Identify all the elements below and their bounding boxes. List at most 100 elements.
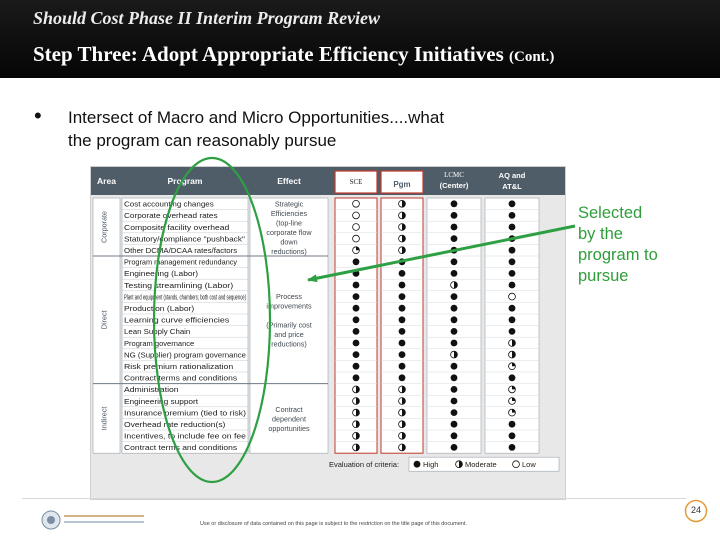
rating-high-icon [398,362,406,370]
rating-high-icon [508,270,516,277]
legend-box [408,456,560,472]
rating-high-icon [352,281,360,289]
rating-high-icon [352,351,360,358]
rating-high-icon [398,293,406,300]
rating-high-icon [508,223,516,231]
rating-high-icon [508,328,516,335]
effect-label: (Primarily cost [266,321,312,330]
rating-high-icon [450,212,458,219]
rating-moderate-fill [402,444,406,451]
rating-moderate-fill [512,351,516,358]
bullet-line-2: the program can reasonably pursue [68,131,337,150]
rating-quarter-fill [512,397,516,401]
program-row-label: Program governance [124,339,194,348]
effect-label: corporate flow [266,228,312,237]
rating-high-icon [352,339,360,347]
program-row-label: Other DCMA/DCAA rates/factors [124,246,238,255]
callout-text: Selected by the program to pursue [578,203,688,287]
rating-high-icon [450,316,458,324]
rating-moderate-fill [356,386,360,393]
rating-high-icon [398,351,406,358]
rating-high-icon [398,374,406,382]
rating-high-icon [508,316,516,324]
callout-line: program to [578,246,658,264]
rating-moderate-fill [402,397,406,405]
opportunity-matrix-figure: Area Program Effect SCE Pgm LCMC (Center) AQ an… [90,166,566,500]
rating-low-icon [352,223,360,231]
effect-label: (top-line [276,218,302,227]
rating-high-icon [508,432,516,440]
rating-moderate-fill [356,397,360,405]
legend-low-icon [512,460,520,469]
program-row-label: NG (Supplier) program governance [124,350,246,359]
rating-high-icon [508,235,516,242]
rating-high-icon [398,328,406,335]
rating-high-icon [508,304,516,312]
rating-high-icon [450,444,458,451]
rating-high-icon [450,258,458,266]
effect-label: Process [276,292,302,301]
program-row-label: Testing streamlining (Labor) [124,281,233,290]
header-lcmc-center: (Center) [440,181,469,190]
rating-moderate-fill [356,444,360,451]
footer-logo [40,509,150,531]
rating-moderate-fill [402,212,406,219]
rating-high-icon [398,258,406,266]
program-row-label: Learning curve efficiencies [124,316,230,325]
rating-high-icon [508,258,516,266]
rating-high-icon [352,293,360,300]
rating-quarter-fill [512,362,516,367]
rating-high-icon [508,281,516,289]
callout-line: by the [578,225,623,243]
program-row-label: Production (Labor) [124,304,194,313]
footer-rule [22,498,686,499]
rating-high-icon [508,374,516,382]
page-number-circle-icon [684,499,708,523]
rating-high-icon [352,270,360,277]
area-label: Indirect [100,407,109,431]
rating-moderate-fill [402,420,406,428]
legend-moderate: Moderate [465,460,497,469]
rating-moderate-fill [402,409,406,416]
header-area: Area [97,176,116,186]
program-row-label: Contract terms and conditions [124,443,238,452]
rating-moderate-fill [454,351,458,358]
program-row-label: Engineering support [124,397,198,406]
program-row-label: Engineering (Labor) [124,269,198,278]
rating-quarter-fill [512,409,516,413]
subtitle-main: Step Three: Adopt Appropriate Efficiency… [33,42,504,66]
rating-high-icon [398,281,406,289]
rating-high-icon [450,409,458,416]
program-row-label: Program management redundancy [124,258,238,267]
rating-high-icon [352,374,360,382]
rating-high-icon [450,293,458,300]
rating-high-icon [450,386,458,393]
bullet-line-1: Intersect of Macro and Micro Opportuniti… [68,108,445,127]
sce-header-box [334,170,378,194]
rating-high-icon [450,328,458,335]
effect-label: Efficiencies [271,209,308,218]
footer-disclaimer: Use or disclosure of data contained on t… [200,521,467,527]
rating-high-icon [508,212,516,219]
effect-label: and price [274,330,304,339]
area-label: Direct [100,310,109,329]
legend-low: Low [522,460,536,469]
program-row-label: Corporate overhead rates [124,211,218,220]
callout-line: Selected [578,204,643,222]
rating-quarter-fill [512,386,516,390]
rating-moderate-fill [402,432,406,440]
rating-high-icon [450,200,458,208]
program-row-label: Cost accounting changes [124,200,214,209]
header-lcmc: LCMC [444,171,464,179]
rating-low-icon [352,199,360,208]
effect-label: reductions) [271,247,307,256]
rating-high-icon [450,235,458,242]
program-row-label: Overhead rate reduction(s) [124,420,225,429]
bullet-text: Intersect of Macro and Micro Opportuniti… [68,106,588,152]
rating-high-icon [508,420,516,428]
rating-high-icon [450,397,458,405]
effect-label: dependent [272,414,306,423]
rating-high-icon [450,270,458,277]
header-pgm: Pgm [393,180,410,189]
rating-high-icon [398,270,406,277]
